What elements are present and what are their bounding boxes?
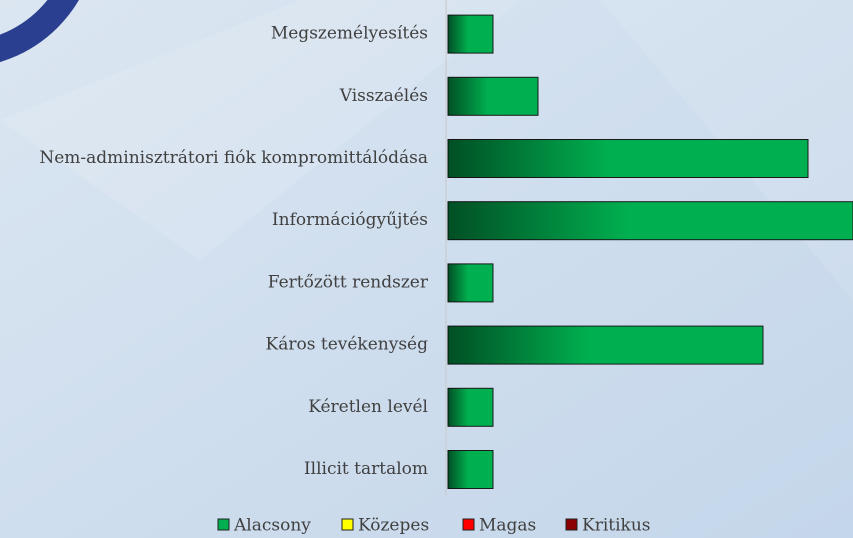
y-tick-label: Káros tevékenység (266, 335, 429, 355)
legend-label: Közepes (358, 516, 429, 536)
bar-shade (448, 15, 493, 54)
facet (0, 0, 520, 260)
legend-swatch (341, 518, 354, 531)
legend-label: Alacsony (233, 516, 311, 536)
y-tick-label: Megszemélyesítés (271, 24, 428, 44)
bar-shade (448, 326, 763, 365)
y-tick-label: Kéretlen levél (308, 397, 428, 417)
bar-shade (448, 450, 493, 489)
y-tick-label: Illicit tartalom (304, 459, 428, 479)
bar-shade (448, 77, 538, 116)
bar-shade (448, 263, 493, 302)
bar-shade (448, 139, 808, 178)
y-tick-label: Fertőzött rendszer (268, 272, 429, 292)
legend-swatch (217, 518, 230, 531)
y-tick-label: Nem-adminisztrátori fiók kompromittálódá… (39, 148, 428, 168)
y-tick-label: Visszaélés (339, 86, 428, 106)
legend-swatch (565, 518, 578, 531)
bar-shade (448, 388, 493, 427)
legend-label: Magas (479, 516, 536, 536)
y-tick-label: Információgyűjtés (272, 210, 428, 230)
bar-shade (448, 201, 853, 240)
legend-label: Kritikus (582, 516, 651, 536)
legend-swatch (462, 518, 475, 531)
